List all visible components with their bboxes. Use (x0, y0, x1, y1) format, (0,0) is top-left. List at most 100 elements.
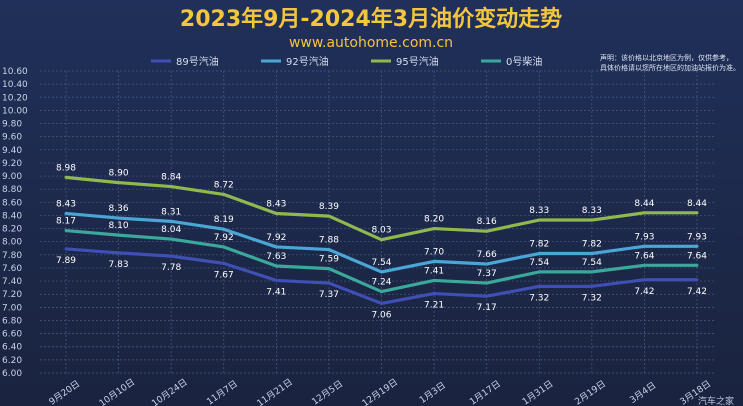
data-point (64, 175, 68, 179)
note-line-1: 声明：该价格以北京地区为例，仅供参考， (600, 53, 733, 62)
data-label: 7.64 (634, 251, 654, 261)
data-point (380, 290, 383, 294)
data-point (590, 218, 594, 222)
data-label: 7.59 (319, 255, 339, 265)
watermark-logo: 汽车之家 (698, 395, 734, 406)
data-point (169, 254, 173, 258)
data-point (327, 281, 331, 285)
data-point (590, 252, 594, 256)
y-axis: 6.00 6.20 6.40 6.60 6.80 7.00 7.20 7.40 7.60 7.80… (2, 67, 28, 379)
y-tick-label: 6.00 (2, 369, 22, 379)
y-tick-label: 10.00 (2, 106, 28, 116)
y-tick-label: 8.40 (2, 211, 22, 221)
data-label: 7.06 (371, 310, 391, 320)
data-label: 8.10 (109, 221, 129, 231)
y-tick-label: 9.60 (2, 133, 22, 143)
data-label: 7.92 (214, 233, 234, 243)
data-point (432, 278, 436, 282)
data-label: 8.84 (161, 173, 181, 183)
data-label: 7.82 (582, 240, 602, 250)
y-tick-label: 10.60 (2, 67, 28, 77)
data-point (327, 267, 331, 271)
legend-item: 95号汽油 (396, 55, 439, 68)
data-label: 8.98 (56, 163, 76, 173)
data-label: 7.64 (687, 251, 707, 261)
data-point (485, 281, 489, 285)
data-point (432, 259, 436, 263)
legend: 89号汽油 92号汽油 95号汽油 0号柴油 (151, 55, 542, 68)
data-label: 7.66 (477, 250, 497, 260)
data-point (642, 263, 646, 267)
data-label: 8.20 (424, 215, 444, 225)
y-tick-label: 8.00 (2, 238, 22, 248)
y-tick-label: 9.40 (2, 146, 22, 156)
data-point (642, 211, 646, 215)
data-label: 7.41 (424, 266, 444, 276)
data-point (117, 251, 121, 255)
data-point (590, 284, 594, 288)
data-label: 7.88 (319, 236, 339, 246)
y-tick-label: 10.40 (2, 80, 28, 90)
x-tick-label: 9月20日 (47, 378, 82, 406)
data-label: 8.44 (687, 199, 707, 209)
data-label: 7.37 (319, 290, 339, 300)
chart-subtitle: www.autohome.com.cn (289, 35, 453, 51)
y-tick-label: 6.80 (2, 316, 22, 326)
x-tick-label: 2月19日 (573, 378, 608, 406)
data-point (485, 229, 489, 233)
data-label: 8.39 (319, 202, 339, 212)
data-point (485, 294, 489, 298)
data-labels: 7.89 7.83 7.78 7.67 7.41 7.37 7.06 7.21 7.17 7.32… (56, 163, 707, 320)
data-label: 7.42 (634, 287, 654, 297)
x-tick-label: 1月3日 (417, 380, 447, 406)
x-tick-label: 11月21日 (255, 377, 295, 406)
data-point (695, 278, 699, 282)
x-axis: 9月20日 10月10日 10月24日 11月7日 11月21日 12月5日 12月19日 1… (47, 377, 713, 406)
y-tick-label: 7.00 (2, 303, 22, 313)
data-point (274, 211, 278, 215)
data-label: 8.19 (214, 215, 234, 225)
y-tick-label: 7.60 (2, 264, 22, 274)
y-tick-label: 8.20 (2, 225, 22, 235)
data-label: 7.24 (371, 278, 391, 288)
y-tick-label: 6.20 (2, 356, 22, 366)
y-tick-label: 6.40 (2, 343, 22, 353)
data-label: 7.32 (529, 293, 549, 303)
data-point (380, 301, 383, 305)
data-label: 8.33 (582, 206, 602, 216)
data-label: 7.92 (266, 233, 286, 243)
data-point (274, 278, 278, 282)
x-tick-label: 10月10日 (97, 377, 137, 406)
data-label: 8.31 (161, 207, 181, 217)
data-label: 8.17 (56, 217, 76, 227)
data-point (485, 262, 489, 266)
series-group (64, 175, 699, 306)
y-tick-label: 9.00 (2, 172, 22, 182)
data-label: 7.93 (687, 232, 707, 242)
y-tick-label: 9.20 (2, 159, 22, 169)
data-point (537, 218, 541, 222)
data-point (327, 214, 331, 218)
data-point (327, 248, 331, 252)
data-point (274, 245, 278, 249)
data-label: 8.16 (477, 217, 497, 227)
data-point (169, 185, 173, 189)
data-point (64, 211, 68, 215)
data-label: 7.42 (687, 287, 707, 297)
y-tick-label: 7.80 (2, 251, 22, 261)
data-point (432, 227, 436, 231)
data-label: 7.54 (529, 258, 549, 268)
data-point (222, 245, 226, 249)
grid (40, 70, 716, 374)
y-tick-label: 8.80 (2, 185, 22, 195)
data-label: 7.63 (266, 252, 286, 262)
legend-item: 92号汽油 (286, 55, 329, 68)
data-point (695, 263, 699, 267)
data-label: 8.33 (529, 206, 549, 216)
data-point (642, 278, 646, 282)
data-point (222, 227, 226, 231)
x-tick-label: 1月17日 (468, 378, 503, 406)
data-label: 7.70 (424, 247, 444, 257)
